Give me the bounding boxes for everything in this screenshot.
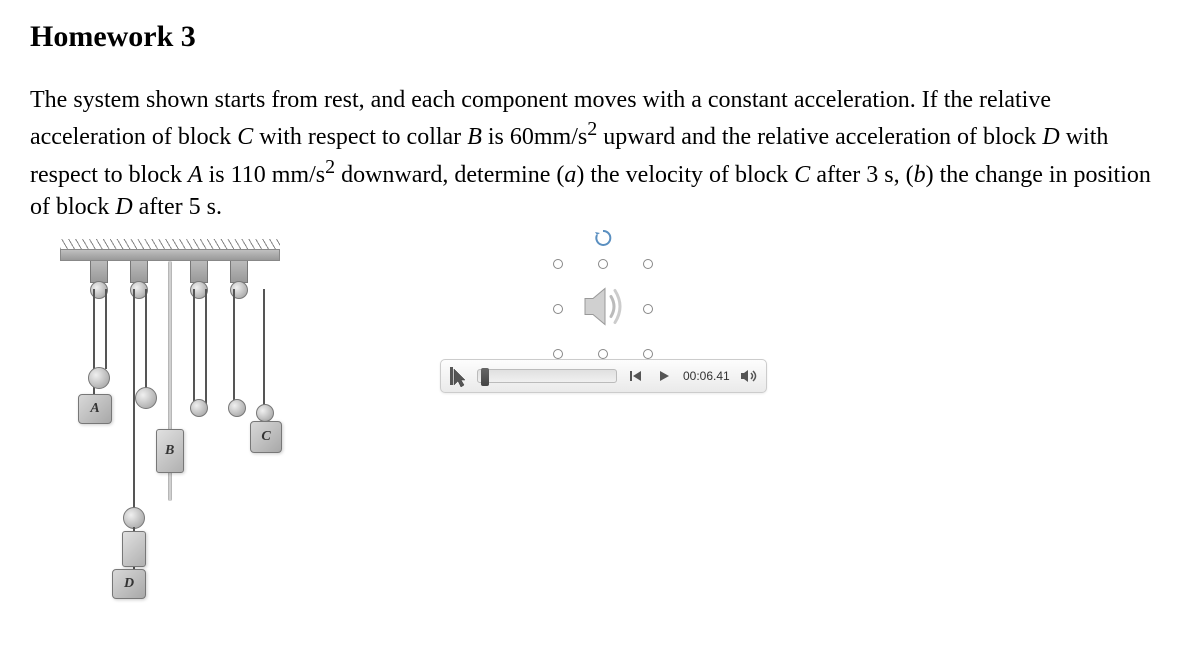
d-collar xyxy=(122,531,146,567)
collar-b-label: B xyxy=(165,443,174,459)
problem-text-mid8: after 3 s, ( xyxy=(810,162,913,188)
part-a: a xyxy=(564,162,576,188)
selection-cursor-icon[interactable] xyxy=(449,365,467,387)
sup-1: 2 xyxy=(587,118,597,140)
handle-br[interactable] xyxy=(643,349,653,359)
problem-text-mid2: is 60mm/s xyxy=(482,124,587,150)
rope-c4 xyxy=(263,289,265,419)
problem-text-mid5: is 110 mm/s xyxy=(203,162,325,188)
speaker-object[interactable] xyxy=(558,264,648,354)
play-button[interactable] xyxy=(655,367,673,385)
progress-bar[interactable] xyxy=(477,369,617,383)
content-area: A B C D xyxy=(30,249,1170,619)
handle-tm[interactable] xyxy=(598,259,608,269)
problem-text-mid1: with respect to collar xyxy=(253,124,467,150)
audio-widget: 00:06.41 xyxy=(440,229,767,393)
pulley-d xyxy=(123,507,145,529)
handle-mr[interactable] xyxy=(643,304,653,314)
var-a: A xyxy=(188,162,203,188)
pulley-mid-3 xyxy=(190,399,208,417)
pulley-b-top xyxy=(135,387,157,409)
handle-tr[interactable] xyxy=(643,259,653,269)
var-b: B xyxy=(467,124,482,150)
speaker-icon xyxy=(575,278,631,339)
pulley-diagram: A B C D xyxy=(60,249,320,619)
var-d-2: D xyxy=(115,194,132,220)
rope-c3 xyxy=(233,289,235,404)
rotate-cursor-icon xyxy=(593,229,613,254)
block-c: C xyxy=(250,421,282,453)
bracket-2 xyxy=(130,261,148,283)
part-b: b xyxy=(914,162,926,188)
block-d: D xyxy=(112,569,146,599)
progress-thumb[interactable] xyxy=(481,368,489,386)
rope-c2 xyxy=(205,289,207,404)
handle-tl[interactable] xyxy=(553,259,563,269)
rewind-button[interactable] xyxy=(627,367,645,385)
rope-b2 xyxy=(145,289,147,389)
handle-bm[interactable] xyxy=(598,349,608,359)
pulley-a xyxy=(88,367,110,389)
ceiling-bar xyxy=(60,249,280,261)
pulley-mid-4 xyxy=(228,399,246,417)
volume-icon[interactable] xyxy=(740,369,758,383)
problem-text-mid6: downward, determine ( xyxy=(335,162,564,188)
handle-bl[interactable] xyxy=(553,349,563,359)
problem-text-mid3: upward and the relative acceleration of … xyxy=(597,124,1042,150)
problem-text-mid7: ) the velocity of block xyxy=(576,162,794,188)
handle-ml[interactable] xyxy=(553,304,563,314)
var-d-1: D xyxy=(1042,124,1059,150)
sup-2: 2 xyxy=(325,156,335,178)
page-title: Homework 3 xyxy=(30,20,1170,54)
bracket-1 xyxy=(90,261,108,283)
problem-statement: The system shown starts from rest, and e… xyxy=(30,84,1170,224)
ceiling-hatching xyxy=(60,239,280,249)
media-controls: 00:06.41 xyxy=(440,359,767,393)
var-c-2: C xyxy=(794,162,810,188)
timestamp: 00:06.41 xyxy=(683,369,730,383)
bracket-3 xyxy=(190,261,208,283)
var-c-1: C xyxy=(237,124,253,150)
rope-c1 xyxy=(193,289,195,401)
bracket-4 xyxy=(230,261,248,283)
problem-text-end: after 5 s. xyxy=(133,194,222,220)
pulley-c xyxy=(256,404,274,422)
block-a: A xyxy=(78,394,112,424)
rope-a2 xyxy=(105,289,107,369)
